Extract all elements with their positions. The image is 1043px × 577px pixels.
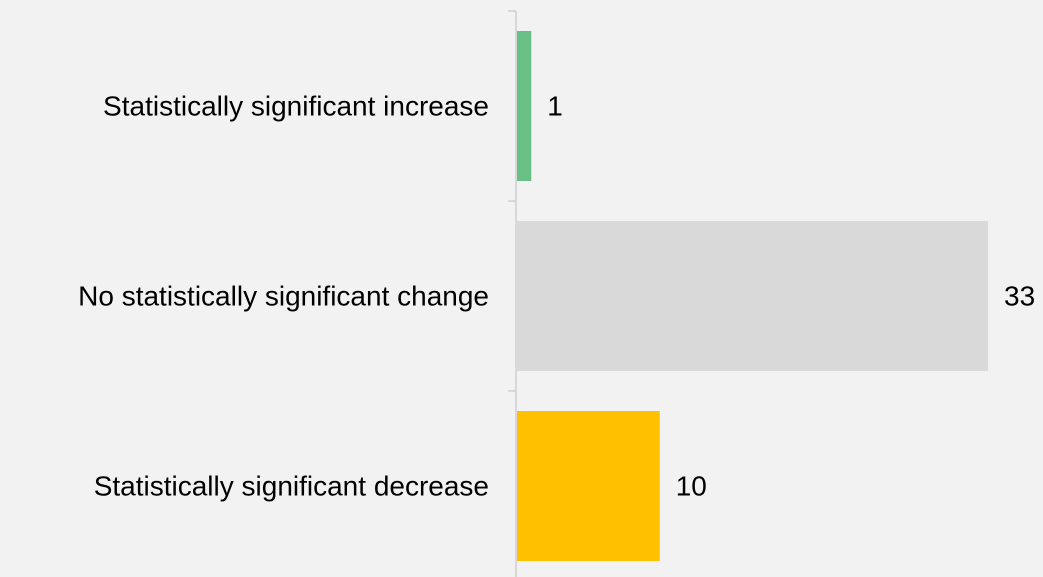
value-labels: 1 33 10 xyxy=(547,91,1035,502)
data-label: 1 xyxy=(547,91,563,122)
category-labels: Statistically significant increase No sta… xyxy=(78,91,489,502)
category-label: No statistically significant change xyxy=(78,281,489,312)
category-label: Statistically significant decrease xyxy=(94,471,489,502)
bar xyxy=(517,31,532,181)
category-axis xyxy=(508,10,517,577)
data-label: 33 xyxy=(1004,281,1035,312)
category-label: Statistically significant increase xyxy=(103,91,489,122)
data-label: 10 xyxy=(676,471,707,502)
bar xyxy=(517,411,660,561)
bar xyxy=(517,221,988,371)
bars xyxy=(517,31,988,561)
